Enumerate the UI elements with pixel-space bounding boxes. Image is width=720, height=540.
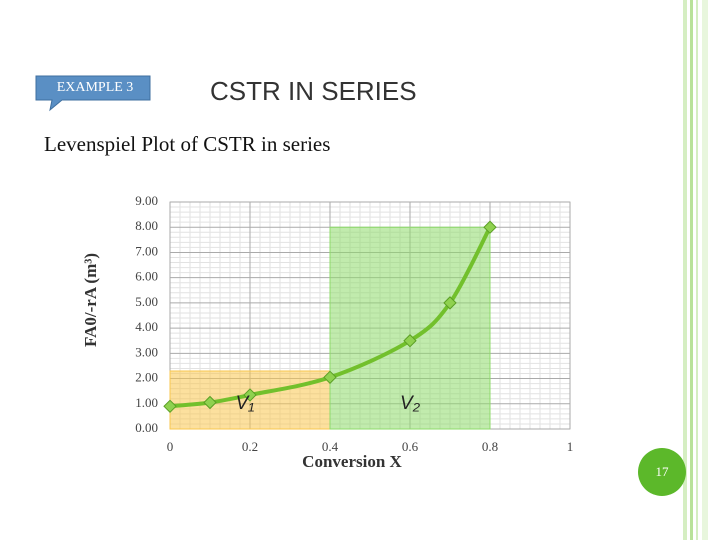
y-tick-label: 5.00 — [135, 294, 158, 309]
region — [329, 226, 491, 430]
stripe — [702, 0, 708, 540]
x-tick-label: 0.4 — [322, 439, 339, 454]
region-label: V₁ — [236, 393, 255, 414]
badge: EXAMPLE 3 — [57, 80, 134, 95]
marker — [243, 388, 257, 402]
page-badge — [638, 448, 686, 496]
y-tick-label: 2.00 — [135, 370, 158, 385]
region-label: V₂ — [400, 393, 421, 414]
y-tick-label: 9.00 — [135, 193, 158, 208]
x-tick-label: 0.2 — [242, 439, 258, 454]
page-number: 17 — [656, 464, 670, 479]
y-tick-label: 8.00 — [135, 218, 158, 233]
marker — [163, 399, 177, 414]
y-tick-label: 0.00 — [135, 420, 158, 435]
marker — [403, 334, 417, 348]
y-axis-label: FA0/-rA (m³) — [81, 253, 100, 347]
y-tick-label: 6.00 — [135, 269, 158, 284]
marker — [483, 220, 497, 234]
y-tick-label: 4.00 — [135, 319, 158, 334]
stripe — [690, 0, 693, 540]
y-tick-label: 1.00 — [135, 395, 158, 410]
x-axis-label: Conversion X — [302, 452, 402, 471]
stripe — [683, 0, 687, 540]
stripe — [696, 0, 698, 540]
x-tick-label: 0.6 — [402, 439, 419, 454]
slide-title: CSTR IN SERIES — [210, 76, 417, 106]
marker — [443, 296, 457, 310]
x-tick-label: 0.8 — [482, 439, 498, 454]
badge-shape — [35, 75, 151, 112]
marker — [203, 395, 217, 410]
side-decoration — [683, 0, 708, 540]
x-tick-label: 1 — [567, 439, 574, 454]
subtitle: Levenspiel Plot of CSTR in series — [44, 132, 330, 156]
y-tick-label: 3.00 — [135, 344, 158, 359]
x-tick-label: 0 — [167, 439, 174, 454]
y-tick-label: 7.00 — [135, 243, 158, 258]
marker — [323, 370, 337, 385]
chart: 0.00 1.00 2.00 3.00 4.00 5.00 6.00 7.00 8.00 9.00… — [81, 193, 573, 471]
